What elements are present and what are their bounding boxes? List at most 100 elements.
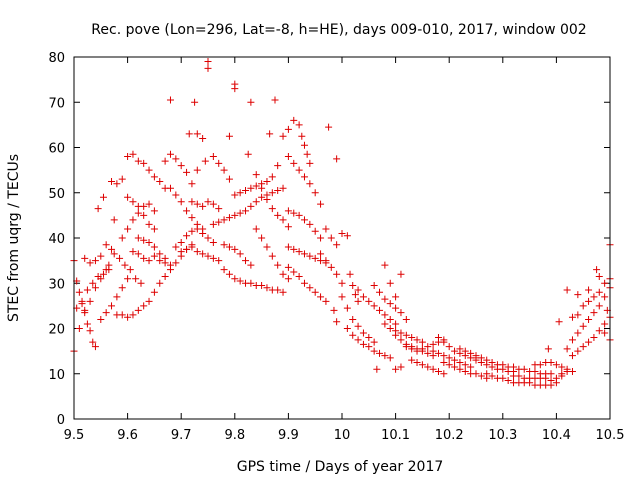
data-point [124,193,132,201]
data-point [488,363,496,371]
data-point [434,349,442,357]
data-point [295,248,303,256]
data-point [161,254,169,262]
data-point [188,243,196,251]
y-tick-label: 40 [48,232,65,247]
data-point [504,377,512,385]
data-point [145,239,153,247]
data-point [89,338,97,346]
x-tick-label: 9.8 [224,428,245,443]
data-point [279,270,287,278]
data-point [215,218,223,226]
data-point [134,306,142,314]
x-tick-label: 9.9 [278,428,299,443]
data-point [199,250,207,258]
data-point [568,313,576,321]
data-point [116,254,124,262]
data-point [204,58,212,66]
data-point [94,272,102,280]
data-point [150,173,158,181]
data-point [201,157,209,165]
data-point [346,270,354,278]
data-point [595,288,603,296]
axis-ticks: 9.5 9.6 9.7 9.8 9.9 10 10.1 10.2 10.3 10.4 10.5 0 10… [48,51,624,443]
data-point [595,327,603,335]
data-point [129,216,137,224]
data-point [359,329,367,337]
data-point [215,205,223,213]
data-point [225,175,233,183]
data-point [252,182,260,190]
data-point [290,116,298,124]
data-point [140,159,148,167]
data-point [563,286,571,294]
data-point [413,358,421,366]
data-point [258,282,266,290]
data-point [354,322,362,330]
data-point [451,356,459,364]
data-point [376,306,384,314]
data-point [317,234,325,242]
data-point [520,365,528,373]
data-point [225,132,233,140]
data-point [150,207,158,215]
data-point [354,286,362,294]
data-point [547,358,555,366]
data-point [306,284,314,292]
data-point [94,205,102,213]
data-point [359,293,367,301]
data-point [97,315,105,323]
data-point [595,302,603,310]
data-point [252,198,260,206]
data-point [317,200,325,208]
data-point [392,320,400,328]
data-point [263,284,271,292]
data-point [445,361,453,369]
data-point [134,202,142,210]
data-point [209,239,217,247]
data-point [440,370,448,378]
data-point [343,232,351,240]
data-point [397,309,405,317]
data-point [231,191,239,199]
data-point [483,370,491,378]
data-point [330,306,338,314]
data-point [188,198,196,206]
data-point [456,365,464,373]
data-point [134,157,142,165]
data-point [75,325,83,332]
data-point [75,288,83,296]
data-point [579,302,587,310]
data-point [563,345,571,353]
data-point [552,374,560,382]
data-point [343,304,351,312]
data-point [231,275,239,283]
data-point [284,275,292,283]
data-point [477,358,485,366]
data-point [593,266,601,274]
x-tick-label: 10.4 [542,428,571,443]
data-point [381,311,389,319]
data-point [145,257,153,265]
data-point [349,331,357,339]
data-point [268,189,276,197]
data-point [397,336,405,344]
plot-frame [73,56,611,420]
data-point [191,98,199,106]
data-point [300,216,308,224]
data-points [70,58,614,389]
data-point [209,153,217,161]
data-point [231,211,239,219]
data-point [601,329,609,337]
data-point [392,365,400,373]
data-point [325,123,333,131]
data-point [279,184,287,192]
data-point [311,189,319,197]
data-point [156,250,164,258]
data-point [279,288,287,296]
data-point [290,268,298,276]
data-point [365,343,373,351]
x-tick-label: 10 [334,428,351,443]
data-point [156,177,164,185]
